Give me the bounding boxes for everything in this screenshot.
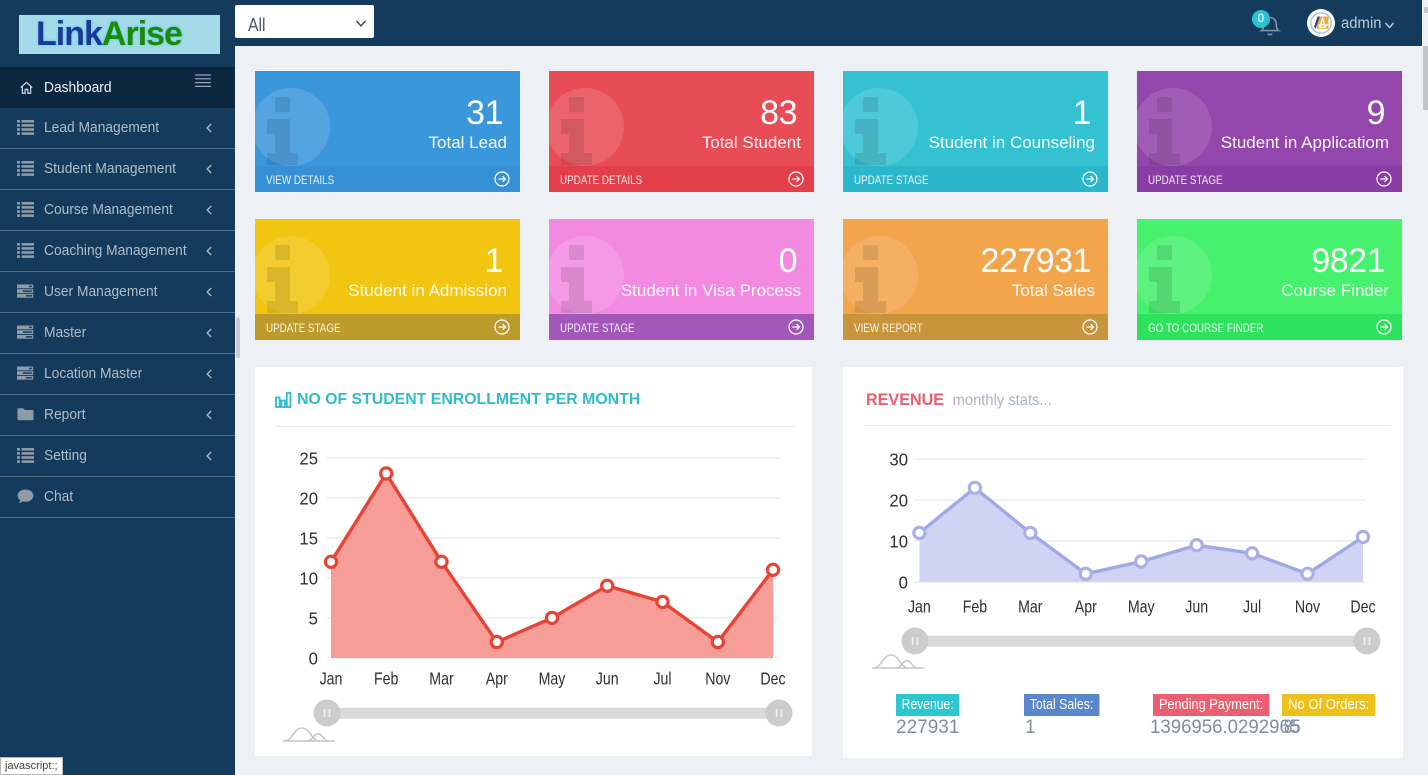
svg-text:Nov: Nov [1295, 598, 1320, 617]
svg-text:20: 20 [889, 490, 908, 511]
svg-text:5: 5 [309, 608, 318, 629]
svg-text:Dec: Dec [1350, 598, 1375, 617]
svg-text:Mar: Mar [1018, 598, 1043, 617]
svg-text:Mar: Mar [429, 670, 454, 689]
svg-text:Apr: Apr [486, 670, 509, 689]
svg-text:Jan: Jan [320, 670, 343, 689]
svg-text:0: 0 [309, 648, 318, 669]
svg-text:30: 30 [889, 449, 908, 470]
svg-text:20: 20 [299, 488, 318, 509]
svg-text:May: May [1128, 598, 1155, 617]
svg-text:0: 0 [899, 572, 908, 593]
svg-text:Feb: Feb [963, 598, 988, 617]
svg-text:25: 25 [299, 448, 318, 469]
svg-text:Jun: Jun [596, 670, 619, 689]
svg-text:Dec: Dec [760, 670, 785, 689]
svg-text:Nov: Nov [705, 670, 730, 689]
svg-text:Feb: Feb [374, 670, 399, 689]
svg-text:Jun: Jun [1185, 598, 1208, 617]
svg-text:Jul: Jul [653, 670, 671, 689]
svg-text:Apr: Apr [1075, 598, 1098, 617]
svg-text:Jul: Jul [1243, 598, 1261, 617]
svg-text:Jan: Jan [908, 598, 931, 617]
svg-text:15: 15 [299, 528, 318, 549]
svg-text:May: May [539, 670, 566, 689]
svg-text:10: 10 [889, 531, 908, 552]
svg-text:10: 10 [299, 568, 318, 589]
